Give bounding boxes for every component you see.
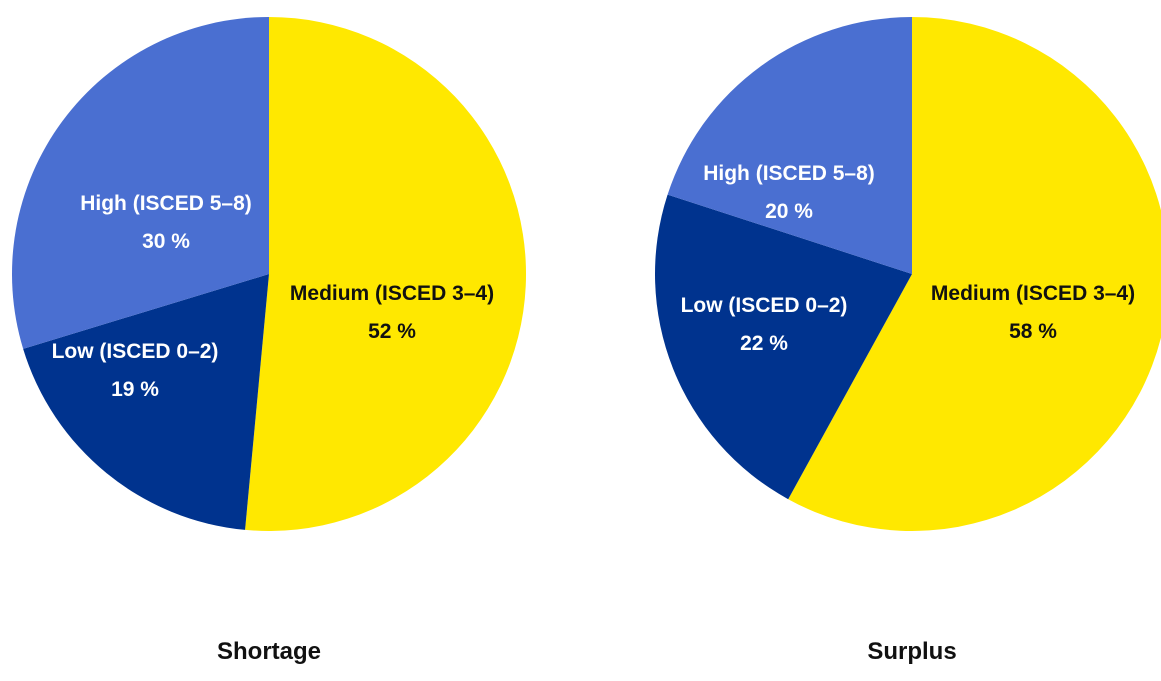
pie-title-surplus: Surplus	[867, 638, 957, 665]
slice-value-label: 22 %	[740, 332, 788, 355]
pie-slice-shortage-medium	[245, 17, 527, 531]
pie-title-shortage: Shortage	[216, 638, 321, 665]
slice-category-label: Low (ISCED 0–2)	[52, 340, 219, 363]
slice-value-label: 19 %	[111, 378, 159, 401]
slice-label-surplus-low: Low (ISCED 0–2) 22 %	[681, 294, 848, 355]
slice-label-surplus-medium: Medium (ISCED 3–4) 58 %	[931, 282, 1135, 343]
slice-value-label: 20 %	[765, 200, 813, 223]
pie-slice-surplus-medium	[788, 17, 1161, 531]
pie-slice-shortage-low	[23, 274, 269, 530]
slice-label-surplus-high: High (ISCED 5–8) 20 %	[703, 162, 875, 223]
slice-label-shortage-medium: Medium (ISCED 3–4) 52 %	[290, 282, 494, 343]
slice-label-shortage-high: High (ISCED 5–8) 30 %	[80, 192, 252, 253]
slice-label-shortage-low: Low (ISCED 0–2) 19 %	[52, 340, 219, 401]
slice-value-label: 52 %	[368, 320, 416, 343]
slice-category-label: High (ISCED 5–8)	[80, 192, 252, 215]
slice-value-label: 58 %	[1009, 320, 1057, 343]
pie-slice-shortage-high	[12, 16, 270, 349]
slice-value-label: 30 %	[142, 230, 190, 253]
slice-category-label: Medium (ISCED 3–4)	[290, 282, 494, 305]
slice-category-label: High (ISCED 5–8)	[703, 162, 875, 185]
pie-slice-surplus-low	[655, 194, 912, 500]
slice-category-label: Medium (ISCED 3–4)	[931, 282, 1135, 305]
pie-slice-surplus-high	[667, 17, 912, 274]
slice-category-label: Low (ISCED 0–2)	[681, 294, 848, 317]
